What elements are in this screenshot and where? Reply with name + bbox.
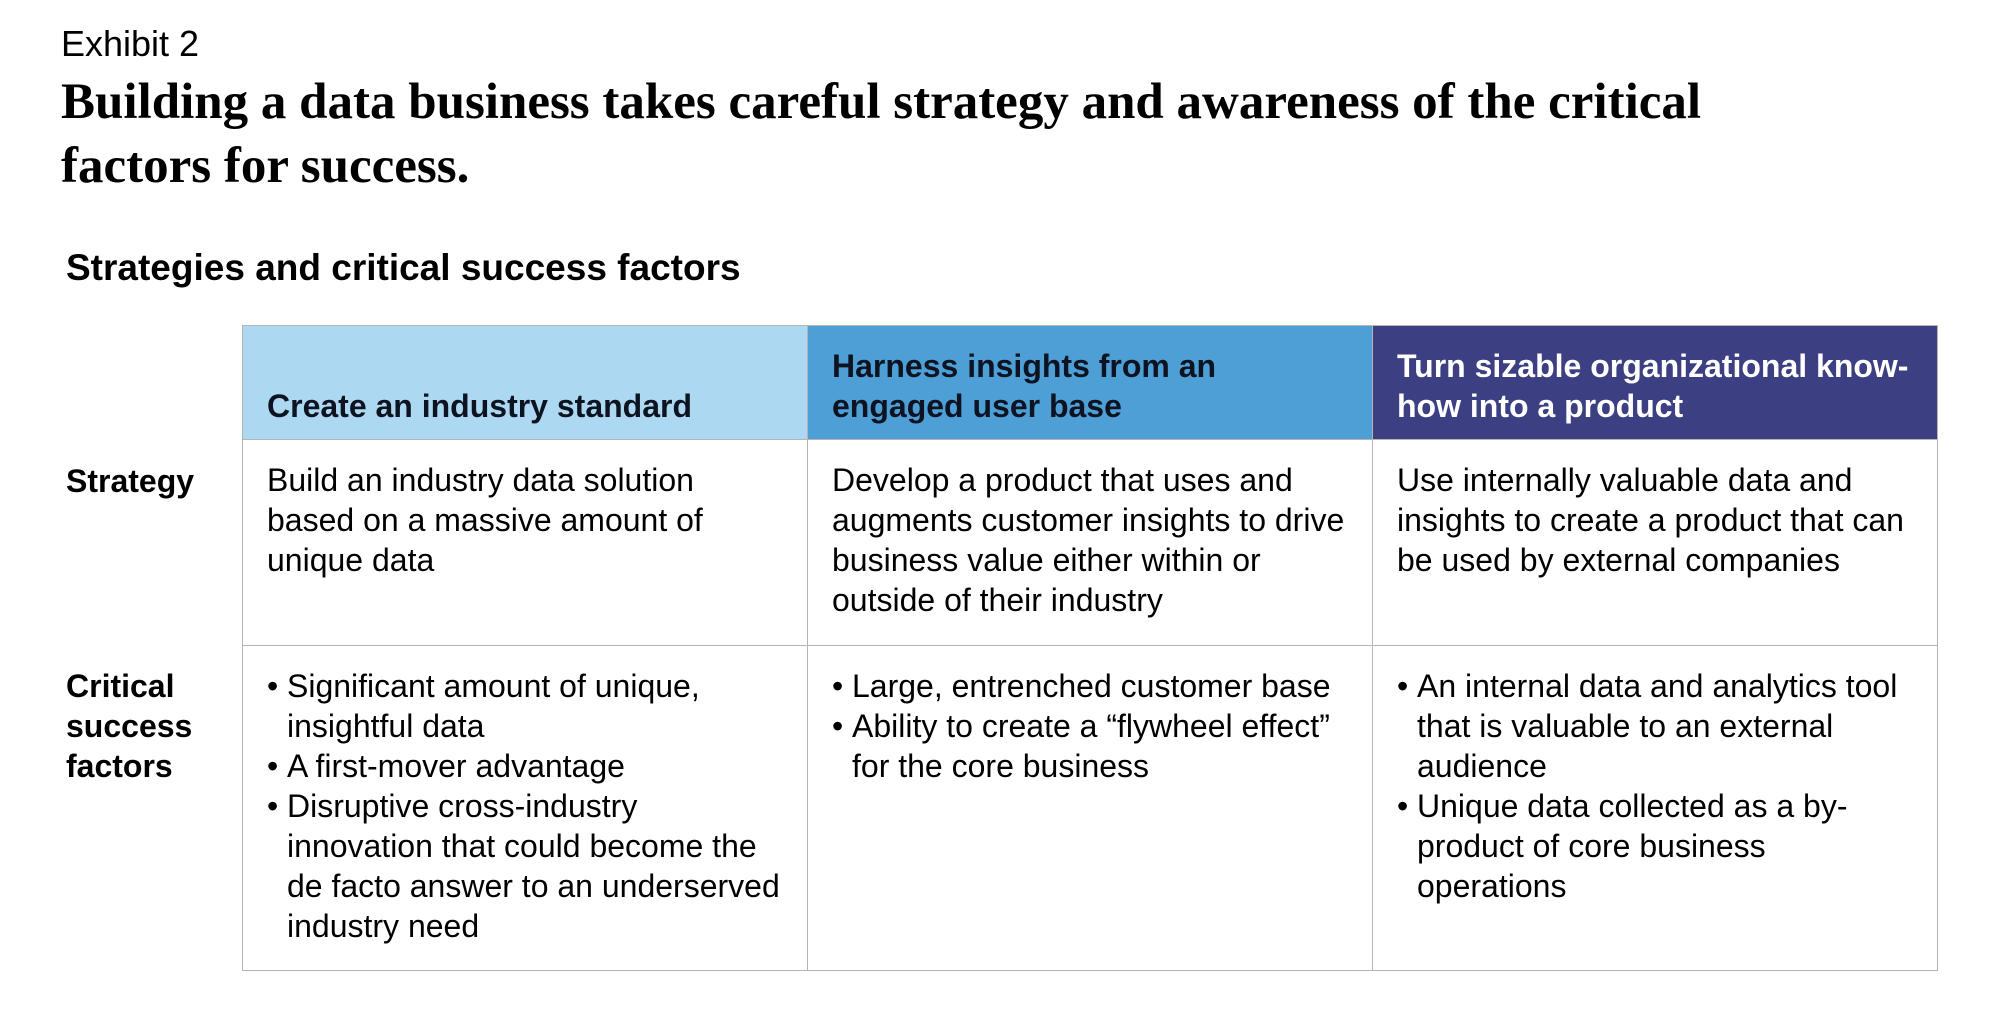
factor-item: Unique data collected as a by-product of… bbox=[1397, 786, 1917, 906]
factor-item: An internal data and analytics tool that… bbox=[1397, 666, 1917, 786]
strategy-cell: Build an industry data solution based on… bbox=[242, 439, 808, 646]
row-label-strategy: Strategy bbox=[66, 463, 195, 499]
strategy-cell: Develop a product that uses and augments… bbox=[807, 439, 1373, 646]
strategy-text: Use internally valuable data and insight… bbox=[1397, 462, 1904, 578]
column-header-industry-standard: Create an industry standard bbox=[242, 325, 808, 440]
section-title: Strategies and critical success factors bbox=[66, 247, 741, 288]
factor-item: Significant amount of unique, insightful… bbox=[267, 666, 787, 746]
column-header-user-base: Harness insights from an engaged user ba… bbox=[807, 325, 1373, 440]
exhibit-label: Exhibit 2 bbox=[61, 23, 200, 64]
factors-cell: Large, entrenched customer base Ability … bbox=[807, 645, 1373, 971]
column-header-label: Harness insights from an engaged user ba… bbox=[832, 348, 1217, 424]
factor-item: Large, entrenched customer base bbox=[832, 666, 1352, 706]
column-header-know-how: Turn sizable organizational know-how int… bbox=[1372, 325, 1938, 440]
factors-cell: Significant amount of unique, insightful… bbox=[242, 645, 808, 971]
strategy-cell: Use internally valuable data and insight… bbox=[1372, 439, 1938, 646]
factor-item: Ability to create a “flywheel effect” fo… bbox=[832, 706, 1352, 786]
header-row: Create an industry standard Harness insi… bbox=[242, 325, 1938, 440]
factors-cell: An internal data and analytics tool that… bbox=[1372, 645, 1938, 971]
column-header-label: Create an industry standard bbox=[267, 388, 692, 424]
row-label-critical-success-factors: Critical success factors bbox=[66, 668, 193, 784]
strategy-text: Build an industry data solution based on… bbox=[267, 462, 703, 578]
column-header-label: Turn sizable organizational know-how int… bbox=[1397, 348, 1909, 424]
factors-list: An internal data and analytics tool that… bbox=[1373, 646, 1937, 906]
strategy-row: Build an industry data solution based on… bbox=[242, 439, 1938, 646]
strategy-text: Develop a product that uses and augments… bbox=[832, 462, 1345, 618]
factors-list: Significant amount of unique, insightful… bbox=[243, 646, 807, 946]
factor-item: A first-mover advantage bbox=[267, 746, 787, 786]
factor-item: Disruptive cross-industry innovation tha… bbox=[267, 786, 787, 946]
strategy-table: Create an industry standard Harness insi… bbox=[242, 325, 1938, 971]
critical-factors-row: Significant amount of unique, insightful… bbox=[242, 645, 1938, 971]
page-title: Building a data business takes careful s… bbox=[61, 74, 1702, 194]
factors-list: Large, entrenched customer base Ability … bbox=[808, 646, 1372, 786]
